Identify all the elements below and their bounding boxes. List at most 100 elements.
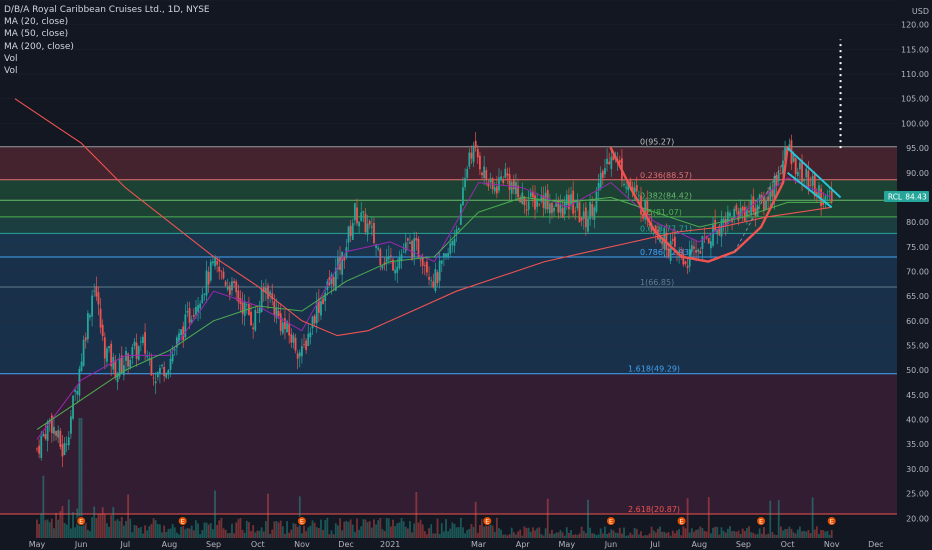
- volume-bar: [358, 529, 361, 538]
- legend-vol-2[interactable]: Vol: [4, 66, 18, 77]
- price-tick-label: 65.00: [906, 292, 929, 301]
- candle-body: [540, 195, 543, 202]
- volume-bar: [442, 531, 445, 538]
- candle-body: [510, 182, 513, 194]
- candle-body: [256, 312, 259, 313]
- volume-bar: [536, 528, 539, 538]
- price-tick-label: 40.00: [906, 416, 929, 425]
- volume-bar: [563, 535, 566, 538]
- candle-body: [813, 173, 816, 197]
- volume-bar: [521, 535, 524, 538]
- volume-bar: [468, 528, 471, 538]
- volume-bar: [627, 535, 630, 538]
- volume-bar: [309, 525, 312, 538]
- legend-ma200[interactable]: MA (200, close): [4, 41, 74, 52]
- volume-bar: [616, 532, 619, 538]
- candle-body: [207, 272, 210, 285]
- volume-bar: [623, 527, 625, 538]
- candle-body: [237, 290, 240, 302]
- candle-body: [324, 292, 327, 301]
- candle-body: [341, 251, 344, 275]
- candle-body: [434, 268, 437, 291]
- volume-bar: [760, 533, 763, 538]
- volume-bar: [657, 528, 659, 538]
- volume-bar: [815, 526, 818, 538]
- candle-body: [398, 256, 401, 269]
- candle-body: [267, 285, 269, 299]
- volume-bar: [415, 492, 418, 538]
- volume-bar: [591, 533, 594, 538]
- candle-body: [733, 208, 736, 219]
- candle-body: [356, 207, 358, 224]
- volume-bar: [288, 532, 291, 538]
- candle-body: [182, 326, 185, 341]
- candle-body: [127, 353, 130, 367]
- volume-bar: [726, 528, 729, 538]
- volume-bars: [36, 418, 833, 538]
- candle-body: [411, 240, 413, 259]
- volume-bar: [254, 532, 257, 538]
- volume-bar: [74, 527, 77, 538]
- candle-body: [629, 179, 632, 188]
- candle-body: [142, 336, 144, 343]
- volume-bar: [574, 534, 577, 538]
- candle-body: [739, 208, 742, 216]
- candle-body: [381, 265, 384, 269]
- candle-body: [536, 199, 539, 207]
- volume-bar: [165, 531, 168, 538]
- legend-ma50[interactable]: MA (50, close): [4, 29, 69, 40]
- volume-bar: [387, 518, 390, 538]
- earnings-marker: E: [296, 516, 307, 526]
- candle-body: [485, 170, 488, 181]
- price-tick-label: 95.00: [906, 144, 929, 153]
- volume-bar: [133, 525, 136, 538]
- fib-label: 1(66.85): [640, 278, 674, 287]
- volume-bar: [498, 528, 500, 538]
- price-tick-label: 80.00: [906, 218, 929, 227]
- price-axis[interactable]: 20.00 25.00 30.00 35.00 40.00 45.00 50.00 55.00…: [901, 21, 929, 524]
- volume-bar: [642, 535, 644, 538]
- candle-body: [281, 322, 284, 334]
- earnings-marker: E: [605, 516, 616, 526]
- time-tick-label: Aug: [162, 540, 178, 549]
- volume-bar: [654, 532, 657, 538]
- candle-body: [430, 279, 433, 281]
- candle-body: [86, 313, 89, 340]
- legend-title[interactable]: D/B/A Royal Caribbean Cruises Ltd., 1D, …: [4, 5, 210, 15]
- fib-band: [0, 216, 897, 234]
- candle-body: [137, 346, 140, 360]
- candle-body: [610, 157, 613, 170]
- svg-text:E: E: [300, 518, 304, 526]
- candle-body: [777, 172, 780, 182]
- candle-body: [201, 294, 204, 303]
- volume-bar: [729, 526, 731, 538]
- candle-body: [203, 293, 206, 295]
- svg-text:E: E: [609, 518, 613, 526]
- candle-body: [222, 271, 225, 279]
- fib-label: 0.382(84.42): [640, 191, 692, 200]
- time-axis[interactable]: May Jun Jul Aug Sep Oct Nov Dec 2021 Mar Apr May Jun…: [29, 540, 884, 549]
- legend-ma20[interactable]: MA (20, close): [4, 17, 69, 28]
- volume-bar: [161, 532, 163, 538]
- candle-body: [589, 202, 592, 220]
- volume-bar: [606, 533, 608, 538]
- price-tick-label: 50.00: [906, 366, 929, 375]
- volume-bar: [218, 520, 221, 538]
- candle-body: [472, 145, 475, 163]
- candle-body: [491, 178, 494, 189]
- time-tick-label: 2021: [380, 540, 400, 549]
- time-tick-label: Mar: [471, 540, 487, 549]
- candle-body: [538, 204, 541, 206]
- candle-body: [290, 334, 293, 343]
- volume-bar: [631, 534, 634, 538]
- legend-vol-1[interactable]: Vol: [4, 53, 18, 64]
- candle-body: [349, 225, 352, 236]
- volume-bar: [775, 535, 778, 538]
- time-tick-label: Jul: [119, 540, 130, 549]
- volume-bar: [440, 523, 443, 538]
- candle-body: [544, 192, 547, 210]
- candle-body: [112, 356, 115, 370]
- candle-body: [726, 211, 729, 224]
- candle-body: [803, 178, 806, 182]
